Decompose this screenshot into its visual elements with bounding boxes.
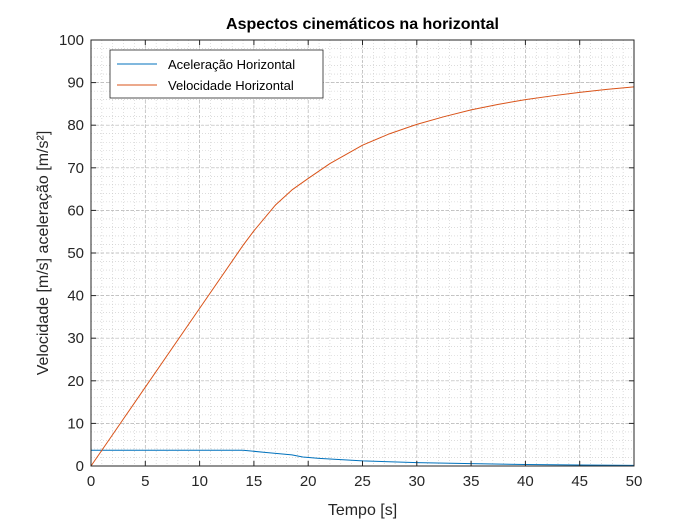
x-tick-labels: 0 5 10 15 20 25 30 35 40 45 50	[87, 473, 643, 490]
x-tick-label: 35	[463, 473, 480, 490]
y-tick-labels: 0 10 20 30 40 50 60 70 80 90 100	[59, 32, 84, 475]
series-line-velocidade	[90, 86, 635, 467]
y-tick-label: 100	[59, 32, 84, 49]
y-tick-label: 40	[67, 288, 84, 305]
y-axis-label: Velocidade [m/s] aceleração [m/s²]	[35, 131, 52, 376]
series-layer	[90, 86, 635, 467]
y-tick-label: 20	[67, 373, 84, 390]
x-tick-label: 15	[246, 473, 263, 490]
x-tick-label: 5	[141, 473, 149, 490]
x-tick-label: 40	[517, 473, 534, 490]
y-tick-label: 60	[67, 202, 84, 219]
axis-ticks	[90, 39, 635, 467]
x-tick-label: 30	[408, 473, 425, 490]
legend: Aceleração Horizontal Velocidade Horizont…	[109, 49, 324, 99]
series-line-aceleracao	[91, 449, 635, 466]
y-tick-label: 70	[67, 160, 84, 177]
x-axis-label: Tempo [s]	[328, 502, 397, 519]
legend-label: Velocidade Horizontal	[168, 78, 294, 93]
legend-label: Aceleração Horizontal	[168, 57, 295, 72]
x-tick-label: 45	[571, 473, 588, 490]
y-tick-label: 90	[67, 75, 84, 92]
y-tick-label: 10	[67, 415, 84, 432]
chart-title: Aspectos cinemáticos na horizontal	[226, 16, 499, 33]
x-tick-label: 25	[354, 473, 371, 490]
x-tick-label: 20	[300, 473, 317, 490]
x-tick-label: 0	[87, 473, 95, 490]
legend-box	[109, 49, 324, 99]
y-tick-label: 80	[67, 117, 84, 134]
y-tick-label: 50	[67, 245, 84, 262]
y-tick-label: 0	[76, 458, 84, 475]
x-tick-label: 10	[191, 473, 208, 490]
x-tick-label: 50	[626, 473, 643, 490]
y-tick-label: 30	[67, 330, 84, 347]
